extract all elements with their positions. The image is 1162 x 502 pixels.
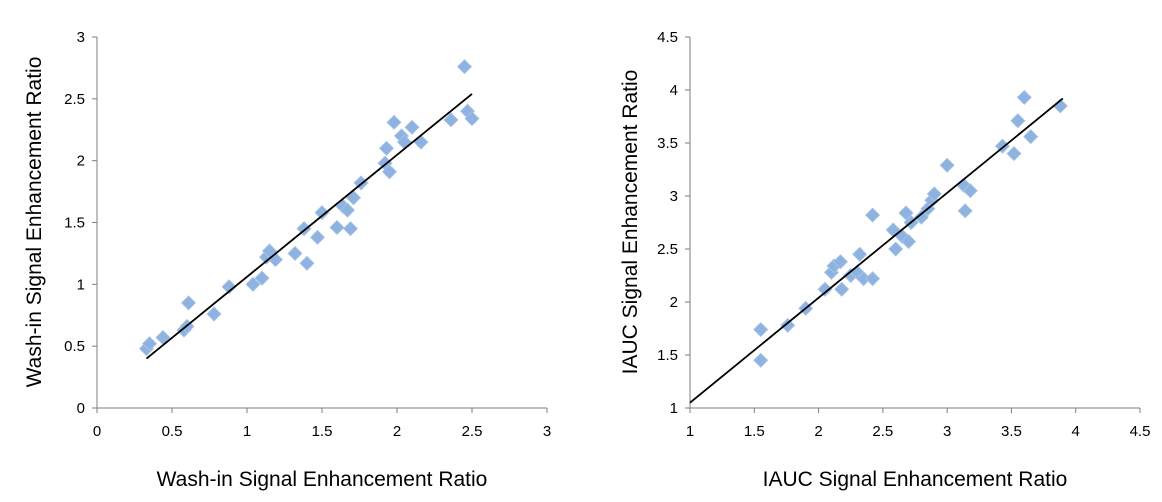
right-data-point <box>1023 129 1039 145</box>
right-x-tick-label: 3 <box>943 423 951 440</box>
left-data-point <box>221 279 237 295</box>
right-data-point <box>852 246 868 262</box>
left-trendline <box>145 93 473 360</box>
left-x-tick-label: 0.5 <box>162 423 183 440</box>
right-data-point <box>1010 113 1026 129</box>
right-data-point <box>865 271 881 287</box>
left-data-point <box>180 295 197 311</box>
left-data-point <box>329 219 345 236</box>
right-data-point <box>834 281 850 297</box>
left-y-tick-label: 0 <box>77 400 85 417</box>
right-y-tick-label: 4.5 <box>657 29 678 46</box>
left-data-point <box>314 205 330 221</box>
left-data-point <box>443 112 459 128</box>
left-data-point <box>339 202 356 218</box>
left-x-tick-label: 1 <box>243 423 251 440</box>
right-x-tick-label: 2 <box>814 423 822 440</box>
left-data-point <box>381 164 398 180</box>
left-x-tick-label: 2.5 <box>462 423 483 440</box>
left-x-tick-label: 1.5 <box>312 423 333 440</box>
left-data-point <box>464 111 480 127</box>
right-x-tick-label: 3.5 <box>1001 423 1022 440</box>
right-y-axis-title: IAUC Signal Enhancement Ratio <box>619 70 642 375</box>
left-x-axis-title: Wash-in Signal Enhancement Ratio <box>157 468 488 491</box>
right-data-point <box>898 205 914 221</box>
right-data-point <box>957 203 973 219</box>
left-y-axis-title: Wash-in Signal Enhancement Ratio <box>23 57 46 388</box>
left-data-point <box>206 306 222 322</box>
left-data-point <box>456 59 473 75</box>
right-data-point <box>888 241 904 257</box>
right-data-point <box>753 321 769 338</box>
right-y-tick-label: 3 <box>670 188 678 205</box>
left-data-point <box>345 190 362 206</box>
right-y-tick-label: 1.5 <box>657 347 678 364</box>
right-trendline <box>689 97 1064 404</box>
left-data-point <box>413 134 429 150</box>
right-x-axis-title: IAUC Signal Enhancement Ratio <box>763 468 1068 491</box>
left-data-point <box>299 255 315 271</box>
left-y-tick-label: 1.5 <box>64 215 85 232</box>
wash-in-scatter-chart: 0 0.5 1 1.5 2 2.5 3 0 0.5 1 1.5 2 2.5 3 Wash-in Signa… <box>23 29 551 491</box>
right-data-point <box>901 234 917 250</box>
left-y-tick-label: 2 <box>77 153 85 170</box>
left-data-point <box>404 119 420 135</box>
right-data-points <box>753 89 1068 368</box>
left-data-point <box>309 229 326 245</box>
left-data-point <box>287 245 303 261</box>
left-x-tick-label: 3 <box>543 423 551 440</box>
right-y-tick-label: 1 <box>670 400 678 417</box>
right-data-point <box>926 186 942 202</box>
iauc-scatter-chart: 1 1.5 2 2.5 3 3.5 4 4.5 1 1.5 2 2.5 3 3.5 4 4.5 IAUC Si… <box>619 29 1150 491</box>
right-x-tick-label: 2.5 <box>872 423 893 440</box>
right-y-tick-label: 3.5 <box>657 135 678 152</box>
left-x-tick-label: 0 <box>93 423 101 440</box>
right-tick-marks: 1 1.5 2 2.5 3 3.5 4 4.5 1 1.5 2 2.5 3 3.5 4 4.5 <box>657 29 1150 440</box>
right-data-point <box>780 317 796 333</box>
right-y-tick-label: 4 <box>670 82 678 99</box>
right-data-point <box>913 209 929 225</box>
right-y-tick-label: 2.5 <box>657 241 678 258</box>
right-data-point <box>817 281 833 297</box>
left-data-point <box>245 276 261 292</box>
right-data-point <box>865 207 881 223</box>
right-data-point <box>753 352 769 368</box>
right-y-tick-label: 2 <box>670 294 678 311</box>
right-data-point <box>832 254 848 270</box>
left-data-point <box>386 114 402 130</box>
left-data-points <box>138 59 480 357</box>
left-data-point <box>254 270 270 286</box>
right-x-tick-label: 1 <box>686 423 694 440</box>
left-data-point <box>378 140 395 156</box>
left-y-tick-label: 1 <box>77 276 85 293</box>
left-tick-marks: 0 0.5 1 1.5 2 2.5 3 0 0.5 1 1.5 2 2.5 3 <box>64 29 551 440</box>
left-y-tick-label: 2.5 <box>64 91 85 108</box>
right-x-tick-label: 4.5 <box>1130 423 1151 440</box>
left-data-point <box>155 329 171 346</box>
left-data-point <box>141 336 158 352</box>
left-y-tick-label: 3 <box>77 29 85 46</box>
left-y-tick-label: 0.5 <box>64 338 85 355</box>
right-data-point <box>1006 146 1022 162</box>
left-data-point <box>342 221 359 237</box>
right-x-tick-label: 4 <box>1072 423 1080 440</box>
right-data-point <box>939 157 955 173</box>
right-data-point <box>962 183 978 199</box>
right-data-point <box>1016 89 1032 105</box>
right-x-tick-label: 1.5 <box>744 423 765 440</box>
left-x-tick-label: 2 <box>393 423 401 440</box>
